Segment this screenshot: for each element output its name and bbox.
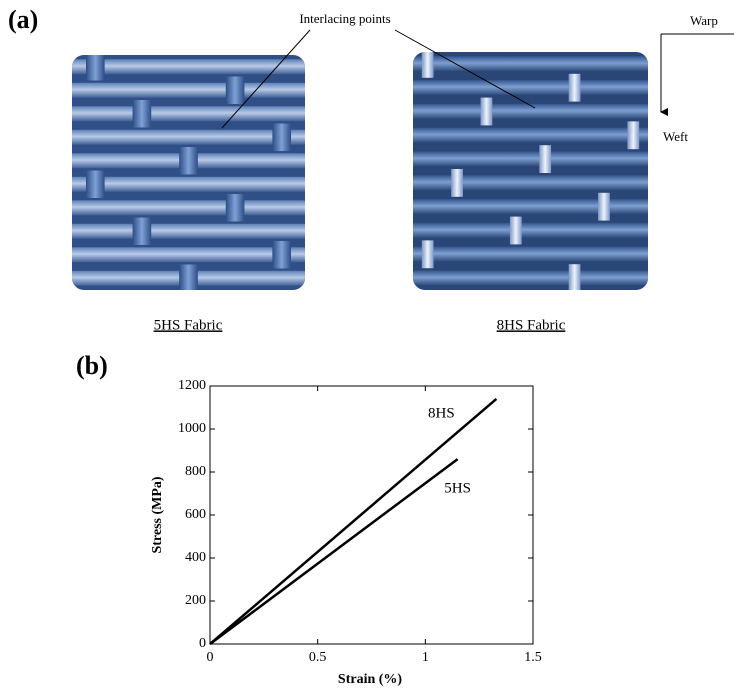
warp-label: Warp	[690, 13, 718, 28]
weft-yarn	[408, 175, 653, 190]
weft-yarn	[408, 128, 653, 143]
warp-yarn	[179, 265, 198, 293]
plot-frame	[210, 386, 533, 644]
figure: (a) Interlacing points Warp Weft 5HS Fab…	[0, 0, 734, 688]
y-tick-label: 0	[199, 636, 206, 651]
weave	[408, 50, 653, 292]
warp-yarn	[510, 217, 522, 245]
warp-yarn	[272, 241, 291, 269]
fabric-illustrations	[67, 50, 653, 292]
weft-yarn	[408, 247, 653, 262]
weft-yarn	[408, 151, 653, 166]
warp-yarn	[226, 77, 245, 105]
weft-yarn	[408, 56, 653, 71]
series-line	[210, 459, 458, 644]
weft-yarn	[408, 199, 653, 214]
warp-yarn	[569, 74, 581, 102]
x-tick-label: 1	[422, 650, 429, 665]
weft-yarn	[67, 200, 310, 215]
warp-yarn	[133, 100, 152, 128]
warp-yarn	[272, 124, 291, 152]
weft-yarn	[67, 224, 310, 239]
y-tick-label: 400	[185, 550, 206, 565]
fabric	[67, 53, 310, 292]
warp-yarn	[226, 194, 245, 222]
weft-yarn	[67, 83, 310, 98]
panel-label: (a)	[8, 5, 38, 34]
x-tick-label: 1.5	[524, 650, 542, 665]
y-tick-label: 800	[185, 464, 206, 479]
warp-yarn	[451, 169, 463, 197]
warp-yarn	[481, 98, 493, 126]
y-tick-label: 1200	[178, 378, 206, 393]
warp-yarn	[598, 193, 610, 221]
series-line	[210, 399, 496, 644]
x-tick-label: 0.5	[309, 650, 327, 665]
warp-yarn	[422, 240, 434, 268]
warp-yarn	[422, 50, 434, 78]
x-axis-label: Strain (%)	[338, 672, 403, 687]
weft-yarn	[408, 80, 653, 95]
y-tick-label: 600	[185, 507, 206, 522]
series-label: 5HS	[444, 481, 471, 497]
y-tick-label: 1000	[178, 421, 206, 436]
fabric-label: 5HS Fabric	[154, 317, 223, 333]
x-tick-label: 0	[207, 650, 214, 665]
fabric-label: 8HS Fabric	[497, 317, 566, 333]
weave	[67, 53, 310, 292]
weft-yarn	[67, 106, 310, 121]
y-axis-label: Stress (MPa)	[150, 476, 165, 553]
panel-label: (b)	[76, 351, 108, 380]
warp-yarn	[539, 145, 551, 173]
y-tick-label: 200	[185, 593, 206, 608]
warp-yarn	[86, 53, 105, 81]
warp-yarn	[133, 218, 152, 246]
warp-yarn	[179, 147, 198, 175]
weft-yarn	[408, 104, 653, 119]
warp-yarn	[86, 171, 105, 199]
fabric	[408, 50, 653, 292]
weft-yarn	[408, 223, 653, 238]
weft-label: Weft	[663, 129, 688, 144]
warp-yarn	[627, 121, 639, 149]
weft-yarn	[408, 270, 653, 285]
warp-yarn	[569, 264, 581, 292]
annotation: Interlacing points	[299, 11, 390, 26]
series-label: 8HS	[428, 405, 455, 421]
